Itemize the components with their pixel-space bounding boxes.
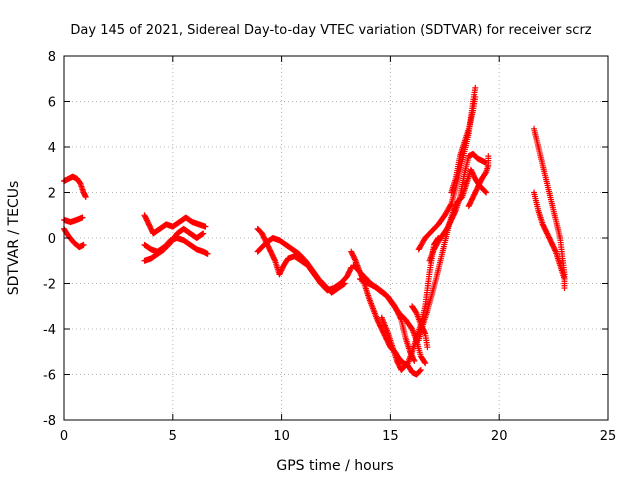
data-trace — [350, 262, 418, 364]
data-trace — [426, 150, 490, 264]
y-axis-label: SDTVAR / TECUs — [6, 181, 22, 296]
data-trace — [531, 189, 568, 282]
data-points — [61, 84, 568, 378]
data-trace — [465, 153, 492, 210]
y-tick-label: -8 — [43, 414, 56, 429]
plus-markers — [141, 225, 207, 264]
plus-markers — [61, 214, 86, 226]
y-tick-label: -4 — [43, 323, 56, 338]
x-tick-label: 25 — [600, 429, 617, 444]
plus-markers — [254, 235, 348, 296]
x-tick-label: 5 — [169, 429, 177, 444]
plus-markers — [448, 93, 479, 196]
plus-markers — [531, 189, 568, 282]
y-tick-label: 4 — [48, 141, 56, 156]
axis-ticks: 0 5 10 15 20 25 -8 -6 -4 -2 0 2 4 6 8 — [43, 50, 616, 444]
grid-lines — [64, 56, 608, 420]
plus-markers — [61, 173, 89, 201]
y-tick-label: -6 — [43, 369, 56, 384]
x-tick-label: 20 — [491, 429, 508, 444]
plus-markers — [141, 212, 209, 237]
data-trace — [448, 93, 479, 196]
plus-markers — [426, 150, 490, 264]
y-tick-label: 8 — [48, 50, 56, 65]
data-trace — [141, 212, 209, 237]
y-tick-label: 0 — [48, 232, 56, 247]
y-tick-label: 2 — [48, 187, 56, 202]
plus-markers — [465, 153, 492, 210]
data-trace — [141, 225, 207, 264]
data-trace — [61, 173, 89, 201]
x-axis-label: GPS time / hours — [276, 458, 393, 474]
data-trace — [61, 214, 86, 226]
chart-title: Day 145 of 2021, Sidereal Day-to-day VTE… — [70, 23, 591, 38]
x-tick-label: 0 — [60, 429, 68, 444]
x-tick-label: 10 — [273, 429, 290, 444]
data-trace — [254, 235, 348, 296]
x-tick-label: 15 — [382, 429, 399, 444]
plus-markers — [350, 262, 418, 364]
y-tick-label: 6 — [48, 96, 56, 111]
y-tick-label: -2 — [43, 278, 56, 293]
